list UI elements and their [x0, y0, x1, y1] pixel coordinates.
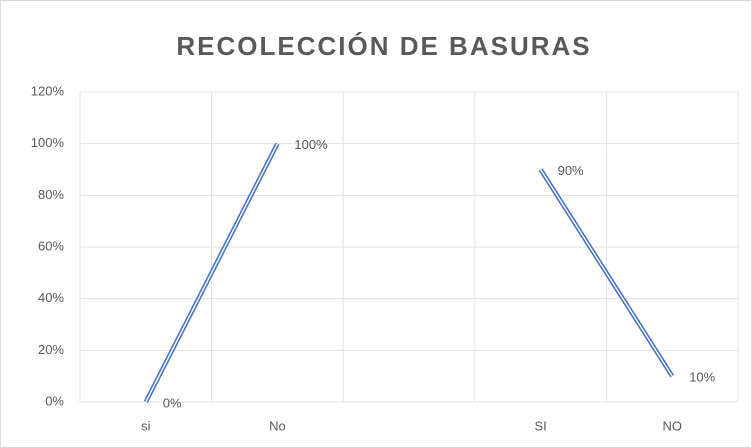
x-tick-label: No: [269, 418, 286, 433]
y-tick-label: 20%: [38, 342, 64, 357]
data-label: 0%: [163, 395, 182, 410]
chart-title: RECOLECCIÓN DE BASURAS: [176, 31, 591, 61]
data-label: 10%: [689, 370, 715, 385]
data-line-inner: [540, 169, 673, 377]
y-tick-label: 40%: [38, 290, 64, 305]
x-tick-label: si: [141, 418, 151, 433]
y-tick-label: 80%: [38, 187, 64, 202]
y-tick-label: 60%: [38, 238, 64, 253]
x-tick-label: SI: [534, 418, 546, 433]
y-tick-label: 120%: [31, 83, 65, 98]
x-tick-label: NO: [662, 418, 682, 433]
data-label: 90%: [558, 163, 584, 178]
data-label: 100%: [294, 137, 328, 152]
data-line-inner: [145, 143, 279, 403]
y-tick-label: 100%: [31, 135, 65, 150]
y-tick-label: 0%: [45, 393, 64, 408]
